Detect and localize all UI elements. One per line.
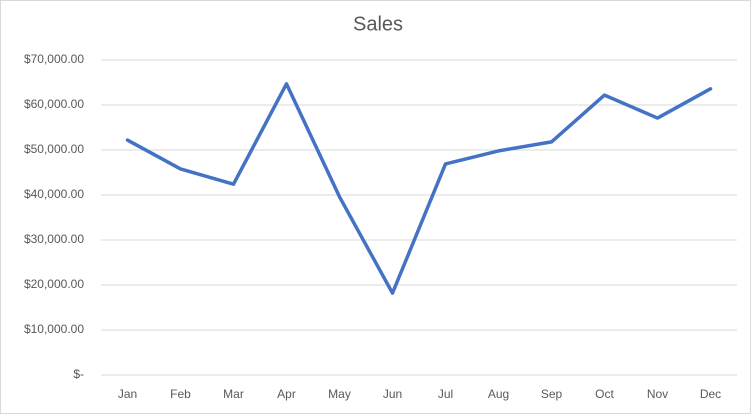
line-series	[125, 82, 713, 295]
x-tick-label: Oct	[595, 387, 614, 401]
x-tick-label: Jul	[438, 387, 453, 401]
chart-title: Sales	[353, 13, 403, 35]
x-tick-label: Nov	[647, 387, 668, 401]
x-tick-label: Aug	[488, 387, 509, 401]
x-tick-label: Jan	[118, 387, 137, 401]
x-tick-label: Apr	[277, 387, 296, 401]
y-tick-label: $30,000.00	[24, 232, 84, 246]
x-tick-label: Sep	[541, 387, 563, 401]
y-tick-label: $70,000.00	[24, 52, 84, 66]
x-tick-label: May	[328, 387, 351, 401]
x-tick-label: Mar	[223, 387, 244, 401]
y-tick-label: $20,000.00	[24, 277, 84, 291]
y-tick-label: $-	[73, 367, 84, 381]
y-tick-label: $60,000.00	[24, 97, 84, 111]
x-tick-label: Dec	[700, 387, 721, 401]
x-tick-label: Jun	[383, 387, 402, 401]
y-tick-label: $50,000.00	[24, 142, 84, 156]
y-tick-label: $40,000.00	[24, 187, 84, 201]
y-tick-label: $10,000.00	[24, 322, 84, 336]
x-tick-label: Feb	[170, 387, 191, 401]
